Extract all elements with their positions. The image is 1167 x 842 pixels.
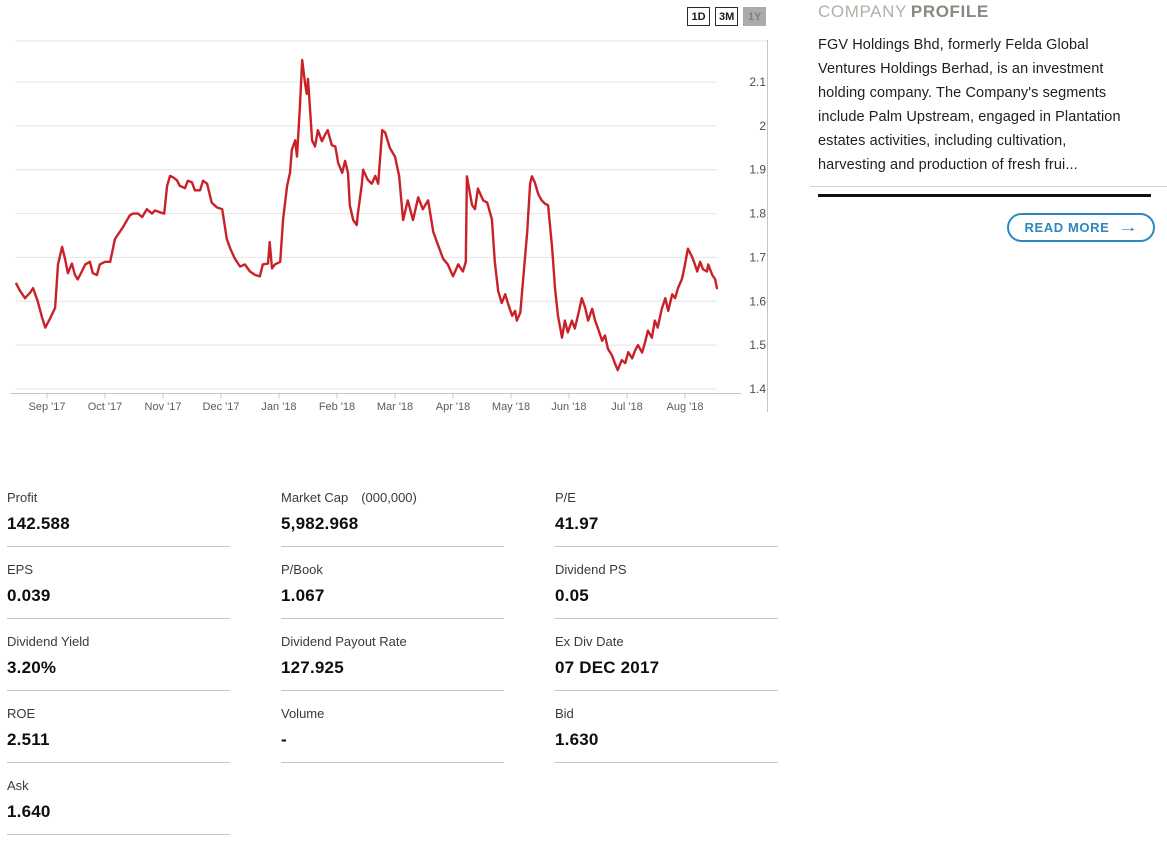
stat-label: Dividend Yield [7, 634, 90, 649]
stat-unit: (000,000) [361, 490, 417, 505]
arrow-right-icon: → [1118, 218, 1140, 236]
read-more-label: READ MORE [1024, 220, 1110, 235]
stat-label: Bid [555, 706, 574, 721]
svg-text:1.5: 1.5 [749, 338, 766, 352]
company-profile-title-light: COMPANY [818, 2, 907, 21]
stat-value: 1.640 [7, 802, 51, 821]
stat-cell-dividend-payout-rate: Dividend Payout Rate 127.925 [281, 632, 504, 691]
range-button-1d[interactable]: 1D [687, 7, 710, 26]
stat-label: EPS [7, 562, 34, 577]
x-axis: Sep '17 Oct '17 Nov '17 Dec '17 Jan '18 Feb '… [10, 40, 768, 413]
svg-text:1.6: 1.6 [749, 294, 766, 308]
svg-text:Aug '18: Aug '18 [667, 401, 704, 413]
stat-label: Ask [7, 778, 29, 793]
svg-text:1.8: 1.8 [749, 207, 766, 221]
stat-value: 1.630 [555, 730, 599, 749]
divider-dark [818, 194, 1151, 197]
stat-value: 127.925 [281, 658, 344, 677]
stat-value: 41.97 [555, 514, 599, 533]
stat-value: 07 DEC 2017 [555, 658, 660, 677]
svg-text:Mar '18: Mar '18 [377, 401, 413, 413]
company-profile-title-bold: PROFILE [910, 2, 989, 21]
range-button-3m[interactable]: 3M [715, 7, 739, 26]
stat-cell-p-e: P/E 41.97 [555, 488, 778, 547]
range-button-1y[interactable]: 1Y [743, 7, 767, 26]
stat-label: Dividend PS [555, 562, 627, 577]
stat-value: 3.20% [7, 658, 57, 677]
stat-label: Volume [281, 706, 325, 721]
stat-value: 0.05 [555, 586, 589, 605]
stat-label: Market Cap (000,000) [281, 490, 417, 505]
stat-cell-eps: EPS 0.039 [7, 560, 230, 619]
stat-value: 142.588 [7, 514, 70, 533]
stat-cell-p-book: P/Book 1.067 [281, 560, 504, 619]
company-profile-panel: COMPANY PROFILE FGV Holdings Bhd, formerl… [810, 2, 1167, 242]
stat-value: 0.039 [7, 586, 51, 605]
stat-value: 5,982.968 [281, 514, 359, 533]
chart-range-buttons: 1D 3M 1Y [687, 7, 767, 26]
stat-cell-dividend-ps: Dividend PS 0.05 [555, 560, 778, 619]
price-chart: 2.1 2 1.9 1.8 1.7 1.6 1.5 1.4 Sep '17 Oct '17 Nov … [10, 40, 768, 413]
read-more-button[interactable]: READ MORE → [1006, 213, 1155, 242]
stat-label: ROE [7, 706, 36, 721]
stat-cell-volume: Volume - [281, 704, 504, 763]
svg-text:Jul '18: Jul '18 [611, 401, 642, 413]
stat-cell-ex-div-date: Ex Div Date 07 DEC 2017 [555, 632, 778, 691]
svg-text:Jun '18: Jun '18 [551, 401, 586, 413]
stat-label: Dividend Payout Rate [281, 634, 407, 649]
svg-text:1.9: 1.9 [749, 163, 766, 177]
price-line [15, 58, 719, 372]
stat-cell-profit: Profit 142.588 [7, 488, 230, 547]
svg-text:Feb '18: Feb '18 [319, 401, 355, 413]
company-profile-title: COMPANY PROFILE [818, 2, 1167, 22]
stat-label: P/E [555, 490, 576, 505]
chart-gridlines [15, 40, 767, 390]
svg-text:2: 2 [759, 119, 766, 133]
svg-text:Oct '17: Oct '17 [88, 401, 123, 413]
stats-grid: Profit 142.588 Market Cap (000,000) 5,982.96… [7, 488, 778, 835]
svg-text:Nov '17: Nov '17 [145, 401, 182, 413]
svg-text:Sep '17: Sep '17 [29, 401, 66, 413]
stat-value: 2.511 [7, 730, 50, 749]
stat-label: Profit [7, 490, 38, 505]
svg-text:1.4: 1.4 [749, 382, 766, 396]
stat-cell-ask: Ask 1.640 [7, 776, 230, 835]
stat-cell-dividend-yield: Dividend Yield 3.20% [7, 632, 230, 691]
svg-text:Apr '18: Apr '18 [436, 401, 471, 413]
stat-label: Ex Div Date [555, 634, 624, 649]
svg-text:May '18: May '18 [492, 401, 530, 413]
stat-cell-bid: Bid 1.630 [555, 704, 778, 763]
svg-text:Jan '18: Jan '18 [261, 401, 296, 413]
read-more-row: READ MORE → [818, 213, 1167, 242]
company-profile-text: FGV Holdings Bhd, formerly Felda Global … [818, 37, 1121, 173]
stat-label: P/Book [281, 562, 323, 577]
stat-cell-roe: ROE 2.511 [7, 704, 230, 763]
svg-text:Dec '17: Dec '17 [203, 401, 240, 413]
stat-value: 1.067 [281, 586, 325, 605]
y-axis-labels: 2.1 2 1.9 1.8 1.7 1.6 1.5 1.4 [749, 75, 766, 396]
price-chart-panel: 1D 3M 1Y 2.1 2 1.9 1.8 1.7 1.6 1.5 1.4 Sep '17 Oc… [0, 0, 780, 422]
stat-value: - [281, 730, 287, 749]
svg-text:1.7: 1.7 [749, 250, 766, 264]
svg-text:2.1: 2.1 [749, 75, 766, 89]
divider-light [810, 186, 1167, 187]
stat-cell-market-cap: Market Cap (000,000) 5,982.968 [281, 488, 504, 547]
